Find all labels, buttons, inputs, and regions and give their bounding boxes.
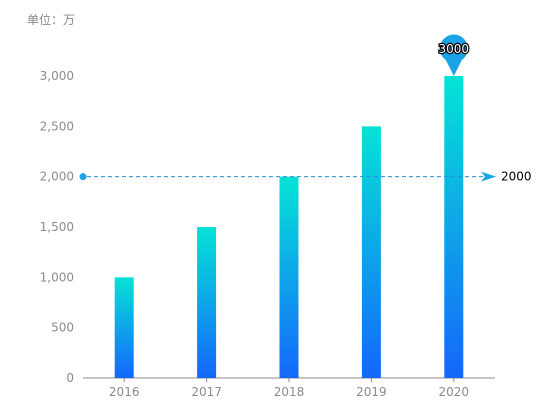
- mark-point-label: 3000: [439, 42, 470, 56]
- unit-label: 单位：万: [27, 13, 76, 27]
- bars: [114, 76, 464, 378]
- y-tick-label: 500: [51, 321, 74, 335]
- x-tick-label: 2020: [439, 385, 470, 399]
- y-tick-label: 2,500: [40, 119, 74, 133]
- max-mark-point: 3000: [437, 34, 470, 76]
- bar-2016: [114, 277, 134, 378]
- bar-2019: [361, 126, 381, 378]
- mark-line-arrow-icon: [481, 171, 496, 182]
- x-tick-label: 2017: [191, 385, 222, 399]
- x-tick-label: 2018: [274, 385, 305, 399]
- bar-2020: [444, 76, 464, 378]
- y-tick-label: 1,500: [40, 220, 74, 234]
- mark-line-label: 2000: [501, 170, 532, 184]
- y-tick-label: 2,000: [40, 170, 74, 184]
- average-mark-line: 2000: [79, 170, 532, 184]
- y-tick-label: 1,000: [40, 270, 74, 284]
- x-axis: 2016 2017 2018 2019 2020: [109, 378, 469, 399]
- bar-2018: [279, 176, 299, 378]
- mark-point-pin-icon: [439, 34, 468, 76]
- bar-2017: [197, 227, 217, 378]
- mark-line-start-dot: [79, 173, 87, 181]
- y-tick-label: 3,000: [40, 69, 74, 83]
- x-tick-label: 2019: [356, 385, 387, 399]
- y-tick-label: 0: [66, 371, 74, 385]
- x-tick-label: 2016: [109, 385, 140, 399]
- y-axis: 0 500 1,000 1,500 2,000 2,500 3,000: [40, 69, 74, 385]
